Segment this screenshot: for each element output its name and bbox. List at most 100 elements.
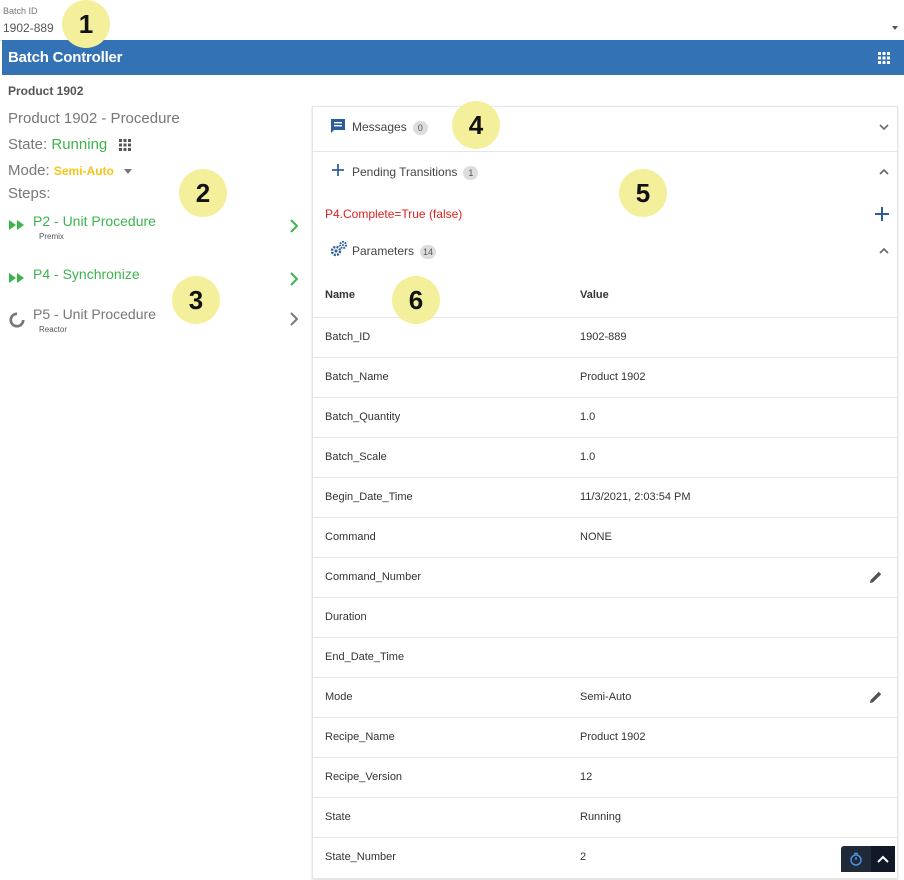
pending-count-badge: 1 bbox=[463, 165, 479, 180]
parameters-label: Parameters 14 bbox=[352, 244, 437, 259]
table-row: State Running bbox=[313, 798, 897, 838]
table-row: Begin_Date_Time 11/3/2021, 2:03:54 PM bbox=[313, 478, 897, 518]
param-name: Command_Number bbox=[325, 571, 421, 583]
parameters-section-header[interactable]: Parameters 14 bbox=[313, 231, 897, 275]
plus-icon bbox=[332, 164, 344, 176]
grid-icon[interactable] bbox=[878, 52, 890, 64]
spinner-icon bbox=[9, 312, 25, 328]
gears-icon bbox=[330, 241, 347, 257]
fast-forward-icon bbox=[9, 220, 24, 230]
table-row: Command_Number bbox=[313, 558, 897, 598]
steps-label: Steps: bbox=[8, 185, 51, 202]
plus-icon[interactable] bbox=[875, 207, 889, 221]
mode-row: Mode: Semi-Auto bbox=[8, 162, 133, 179]
callout-1: 1 bbox=[62, 0, 110, 48]
app-header: Batch Controller bbox=[2, 40, 904, 75]
callout-5: 5 bbox=[619, 169, 667, 217]
table-row: Batch_Scale 1.0 bbox=[313, 438, 897, 478]
param-name: Batch_Quantity bbox=[325, 411, 401, 423]
scroll-top-button[interactable] bbox=[871, 846, 895, 872]
callout-3: 3 bbox=[172, 276, 220, 324]
param-value: 1.0 bbox=[580, 451, 596, 463]
param-value: Product 1902 bbox=[580, 731, 646, 743]
param-value: 11/3/2021, 2:03:54 PM bbox=[580, 491, 691, 503]
step-name: P4 - Synchronize bbox=[33, 266, 140, 282]
chevron-down-icon[interactable] bbox=[879, 123, 889, 131]
messages-section-header[interactable]: Messages 0 bbox=[313, 107, 897, 151]
param-value: NONE bbox=[580, 531, 612, 543]
param-value: 1902-889 bbox=[580, 331, 627, 343]
step-unit: Premix bbox=[39, 232, 64, 241]
mode-label: Mode: bbox=[8, 162, 50, 179]
table-header: Name Value bbox=[313, 275, 897, 318]
state-row: State: Running bbox=[8, 136, 132, 153]
floating-toolbar bbox=[841, 846, 895, 872]
chevron-up-icon[interactable] bbox=[879, 168, 889, 176]
step-unit: Reactor bbox=[39, 325, 68, 334]
table-row: Duration bbox=[313, 598, 897, 638]
dropdown-caret-icon bbox=[892, 26, 898, 30]
step-item[interactable]: P2 - Unit Procedure Premix bbox=[0, 212, 312, 252]
param-value: 12 bbox=[580, 771, 593, 783]
procedure-panel: Product 1902 - Procedure State: Running … bbox=[0, 100, 312, 880]
table-row: Recipe_Version 12 bbox=[313, 758, 897, 798]
callout-6: 6 bbox=[392, 276, 440, 324]
column-header-value: Value bbox=[580, 289, 609, 301]
messages-count-badge: 0 bbox=[412, 120, 428, 135]
callout-2: 2 bbox=[179, 169, 227, 217]
param-name: Batch_ID bbox=[325, 331, 371, 343]
table-row: Recipe_Name Product 1902 bbox=[313, 718, 897, 758]
timer-icon[interactable] bbox=[849, 852, 863, 866]
state-label: State: bbox=[8, 136, 48, 153]
param-name: End_Date_Time bbox=[325, 651, 405, 663]
param-name: Recipe_Name bbox=[325, 731, 395, 743]
table-row: End_Date_Time bbox=[313, 638, 897, 678]
fast-forward-icon bbox=[9, 273, 24, 283]
param-value: 1.0 bbox=[580, 411, 596, 423]
param-name: Duration bbox=[325, 611, 367, 623]
step-name: P5 - Unit Procedure bbox=[33, 306, 156, 322]
table-row: Batch_Quantity 1.0 bbox=[313, 398, 897, 438]
product-label: Product 1902 bbox=[8, 84, 84, 98]
param-name: State_Number bbox=[325, 851, 396, 863]
chevron-up-icon bbox=[877, 855, 889, 863]
param-name: State bbox=[325, 811, 351, 823]
batch-id-label: Batch ID bbox=[3, 6, 38, 16]
caret-down-icon[interactable] bbox=[124, 168, 133, 174]
param-value: Running bbox=[580, 811, 621, 823]
chevron-right-icon[interactable] bbox=[290, 272, 298, 286]
callout-4: 4 bbox=[452, 101, 500, 149]
table-row: Mode Semi-Auto bbox=[313, 678, 897, 718]
pending-transitions-section-header[interactable]: Pending Transitions 1 bbox=[313, 152, 897, 196]
param-value: 2 bbox=[580, 851, 587, 863]
app-title: Batch Controller bbox=[8, 49, 123, 66]
batch-id-select[interactable]: Batch ID 1902-889 bbox=[0, 0, 904, 41]
param-name: Batch_Name bbox=[325, 371, 389, 383]
table-row: State_Number 2 bbox=[313, 838, 897, 877]
step-item[interactable]: P4 - Synchronize bbox=[0, 265, 312, 305]
step-name: P2 - Unit Procedure bbox=[33, 213, 156, 229]
pencil-icon[interactable] bbox=[869, 570, 883, 584]
messages-label: Messages 0 bbox=[352, 120, 428, 135]
divider bbox=[313, 151, 897, 152]
param-name: Begin_Date_Time bbox=[325, 491, 413, 503]
param-name: Command bbox=[325, 531, 376, 543]
chevron-right-icon[interactable] bbox=[290, 219, 298, 233]
pending-transitions-label: Pending Transitions 1 bbox=[352, 165, 479, 180]
chevron-right-icon[interactable] bbox=[290, 312, 298, 326]
chevron-up-icon[interactable] bbox=[879, 247, 889, 255]
param-name: Recipe_Version bbox=[325, 771, 403, 783]
param-value: Semi-Auto bbox=[580, 691, 632, 703]
state-value: Running bbox=[51, 136, 108, 153]
param-value: Product 1902 bbox=[580, 371, 646, 383]
parameters-table: Name Value Batch_ID 1902-889 Batch_Name Pr… bbox=[313, 275, 897, 877]
step-item[interactable]: P5 - Unit Procedure Reactor bbox=[0, 305, 312, 345]
procedure-title: Product 1902 - Procedure bbox=[8, 110, 180, 127]
grid-icon[interactable] bbox=[119, 139, 132, 152]
mode-dropdown[interactable]: Semi-Auto bbox=[53, 164, 114, 178]
parameters-count-badge: 14 bbox=[420, 244, 437, 259]
column-header-name: Name bbox=[325, 289, 355, 301]
message-icon bbox=[331, 119, 345, 133]
pencil-icon[interactable] bbox=[869, 690, 883, 704]
details-panel: Messages 0 Pending Transitions 1 P4.Comple… bbox=[312, 106, 898, 879]
